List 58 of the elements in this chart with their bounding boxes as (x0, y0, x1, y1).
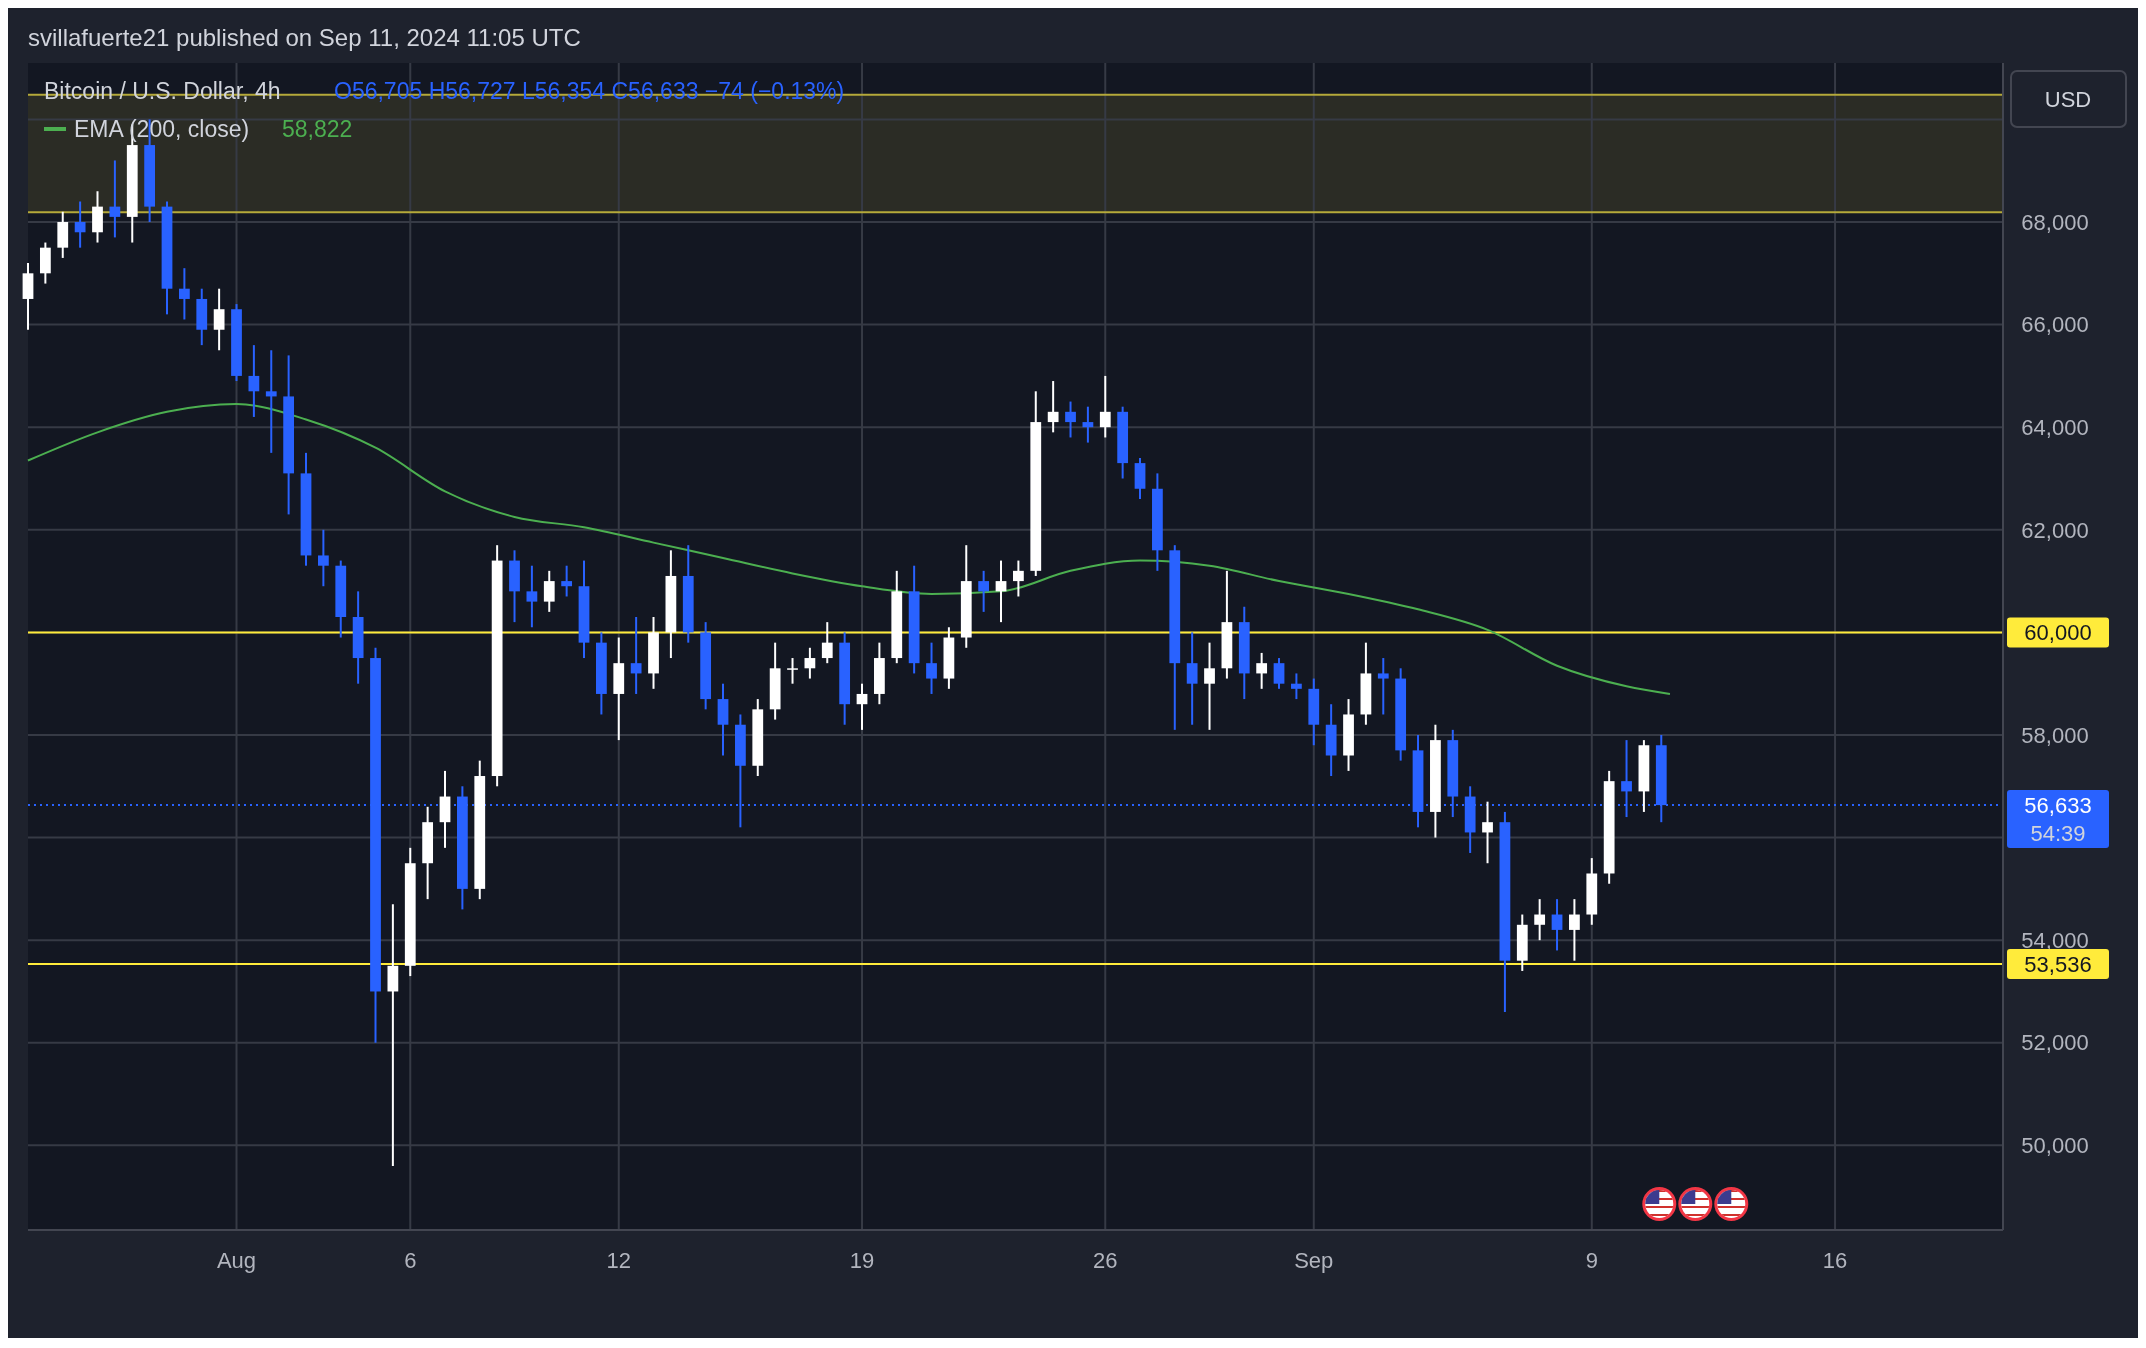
candlestick (109, 159, 121, 239)
candlestick (804, 646, 816, 680)
text: USD (2044, 86, 2092, 112)
line-series (27, 403, 1671, 695)
candlestick (787, 657, 798, 685)
candlestick (248, 344, 260, 418)
y-tick-label: 66,000 (2021, 312, 2089, 338)
candlestick (1534, 898, 1546, 942)
y-tick-label: 54,000 (2021, 927, 2089, 953)
candlestick (178, 267, 190, 321)
candlestick (318, 528, 329, 588)
candlestick (1013, 559, 1024, 598)
ref-line-label: 53,536 (2024, 951, 2092, 977)
candlestick (821, 621, 833, 665)
candlestick (856, 682, 868, 731)
y-tick-label: 68,000 (2021, 209, 2089, 235)
candlestick (1551, 898, 1563, 952)
candlestick (561, 564, 573, 598)
candlestick (1291, 672, 1302, 701)
y-tick-label: 50,000 (2021, 1133, 2089, 1159)
candlestick (1256, 651, 1268, 690)
text: svillafuerte21 published on Sep 11, 2024 11:05 UTC (28, 24, 581, 51)
candlestick (1377, 657, 1389, 716)
x-tick-label: 6 (404, 1248, 417, 1273)
candlestick (1082, 405, 1094, 444)
x-tick-label: 16 (1822, 1248, 1848, 1273)
x-tick-label: 12 (606, 1248, 631, 1273)
candlestick (1099, 374, 1111, 439)
ref-line-label: 56,633 (2024, 792, 2092, 818)
y-tick-label: 64,000 (2021, 414, 2089, 440)
candlestick (1065, 400, 1076, 439)
candlestick (387, 903, 399, 1167)
candlestick (926, 641, 937, 695)
candlestick (1569, 898, 1580, 962)
ref-line-label: 60,000 (2024, 620, 2092, 646)
candlestick (526, 564, 538, 629)
candlestick (978, 569, 990, 613)
candlestick (1273, 657, 1285, 690)
x-tick-label: 26 (1093, 1248, 1118, 1273)
x-tick-label: Sep (1294, 1248, 1334, 1273)
candlestick (995, 559, 1007, 624)
x-tick-label: 19 (849, 1248, 875, 1273)
candlestick (543, 569, 555, 613)
candlestick (630, 616, 642, 695)
candlestick (213, 287, 225, 352)
y-tick-label: 62,000 (2021, 517, 2089, 543)
x-tick-label: Aug (216, 1248, 257, 1273)
x-tick-label: 9 (1585, 1248, 1598, 1273)
annotation: 58,822 (282, 116, 353, 142)
y-tick-label: 52,000 (2021, 1030, 2089, 1056)
text: 54:39 (2030, 820, 2086, 846)
y-tick-label: 58,000 (2021, 722, 2089, 748)
candlestick (1482, 800, 1493, 865)
candlestick (1047, 380, 1059, 434)
candlestick (74, 200, 86, 249)
candlestick (1204, 641, 1215, 731)
candlestick (1186, 631, 1198, 726)
candlestick (265, 349, 277, 454)
